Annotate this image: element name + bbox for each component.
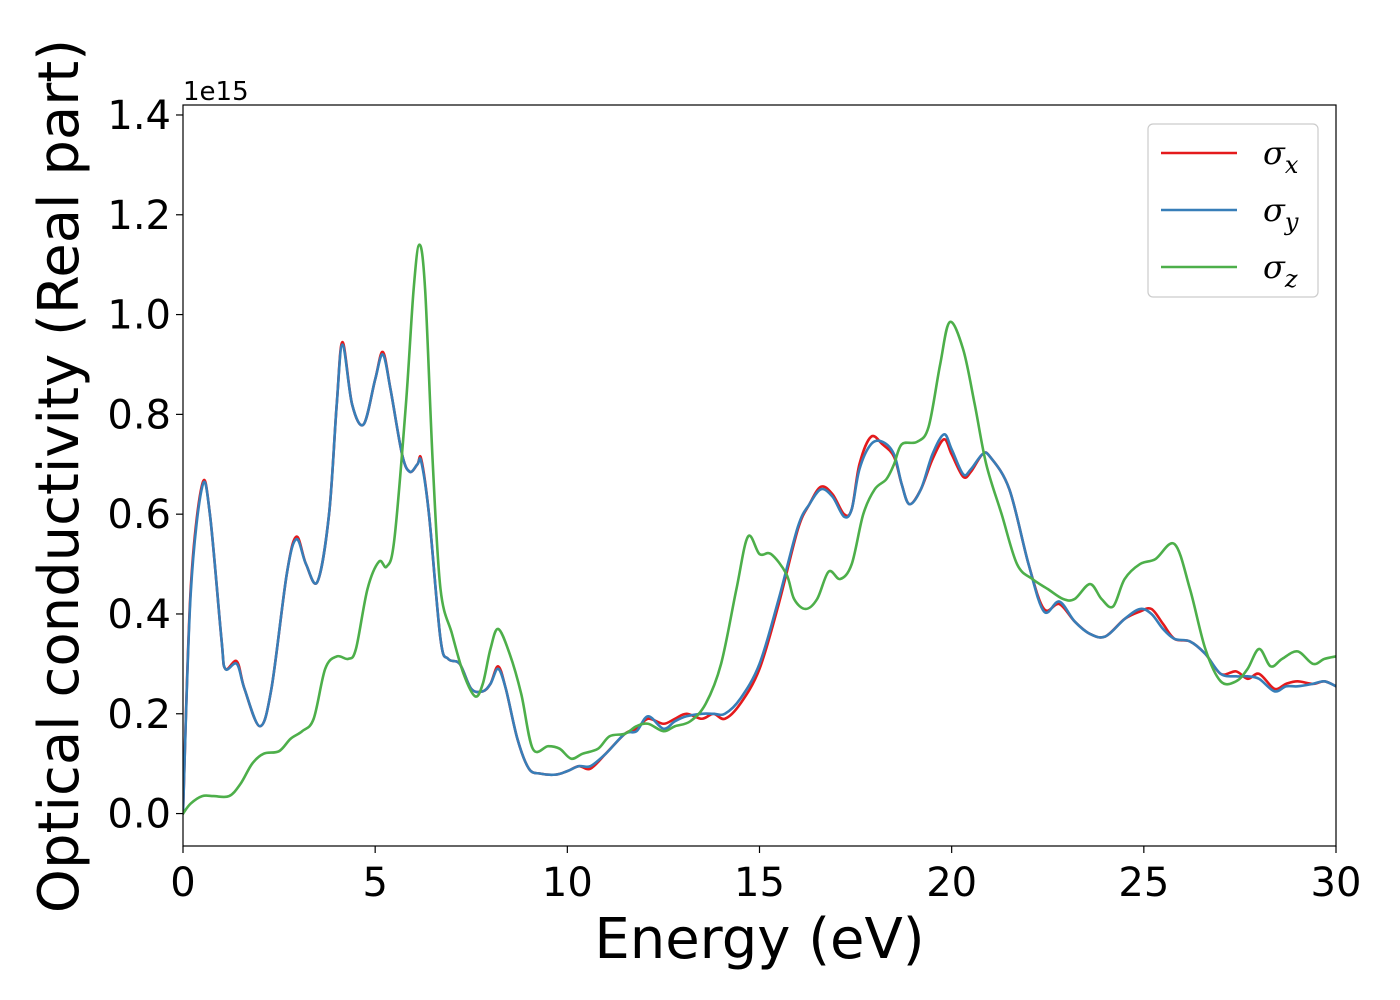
x-tick-label: 5 <box>362 860 387 906</box>
x-axis: 0 5 10 15 20 25 30 <box>170 846 1361 906</box>
legend-label-y: σy <box>1263 191 1299 236</box>
x-tick-label: 10 <box>542 860 593 906</box>
y-tick-label: 0.2 <box>107 692 171 738</box>
legend: σx σy σz <box>1147 123 1319 298</box>
y-tick-label: 0.0 <box>107 792 171 838</box>
x-tick-label: 15 <box>734 860 785 906</box>
x-tick-label: 0 <box>170 860 195 906</box>
y-tick-label: 1.4 <box>107 93 171 139</box>
x-tick-label: 20 <box>926 860 977 906</box>
series-line-y <box>183 343 1336 815</box>
y-axis: 0.0 0.2 0.4 0.6 0.8 1.0 1.2 1.4 <box>107 93 183 838</box>
x-tick-label: 30 <box>1311 860 1362 906</box>
y-tick-label: 0.8 <box>107 392 171 438</box>
y-tick-label: 0.4 <box>107 592 171 638</box>
y-tick-label: 0.6 <box>107 492 171 538</box>
series-layer <box>183 243 1336 815</box>
legend-label-x: σx <box>1263 134 1299 179</box>
x-axis-label: Energy (eV) <box>594 907 924 972</box>
y-tick-label: 1.2 <box>107 193 171 239</box>
y-axis-label: Optical conductivity (Real part) <box>27 39 92 913</box>
y-tick-label: 1.0 <box>107 293 171 339</box>
series-line-z <box>183 243 1336 815</box>
legend-label-z: σz <box>1263 248 1298 293</box>
y-offset-label: 1e15 <box>183 77 249 107</box>
x-tick-label: 25 <box>1118 860 1169 906</box>
